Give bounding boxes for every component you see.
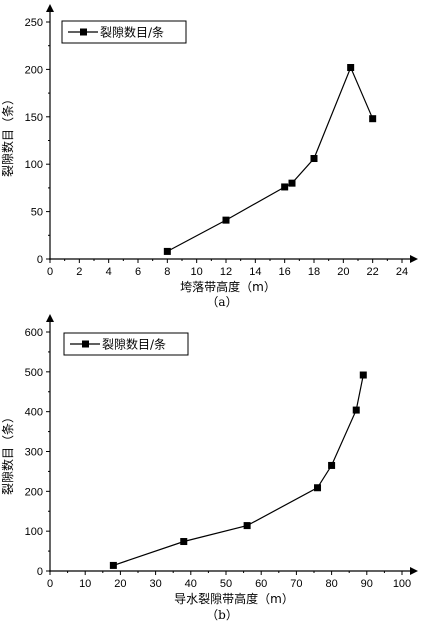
- data-point: [288, 179, 296, 187]
- x-tick-labels: 0 10 20 30 40 50 60 70 80 90 100: [47, 578, 411, 590]
- legend-box: [63, 332, 189, 356]
- x-tick-label: 100: [393, 578, 411, 590]
- x-tick-labels: 0 2 4 6 8 10 12 14 16 18 20 22 24: [47, 266, 408, 278]
- x-tick-label: 40: [185, 578, 197, 590]
- plot-area: [109, 371, 367, 569]
- x-tick-label: 20: [114, 578, 126, 590]
- series-line: [113, 374, 364, 566]
- y-tick-labels: 0 100 200 300 400 500 600: [25, 327, 43, 578]
- data-point: [359, 371, 367, 379]
- data-point: [243, 522, 251, 530]
- y-tick-label: 400: [25, 407, 43, 419]
- x-tick-label: 10: [191, 266, 203, 278]
- x-tick-label: 80: [325, 578, 337, 590]
- x-tick-label: 18: [308, 266, 320, 278]
- x-tick-label: 2: [76, 266, 82, 278]
- y-axis-label: 裂隙数目（条）: [0, 93, 15, 177]
- legend-marker: [80, 28, 87, 36]
- x-tick-label: 12: [220, 266, 232, 278]
- x-tick-label: 10: [79, 578, 91, 590]
- legend-marker: [82, 340, 89, 348]
- data-point: [347, 64, 355, 72]
- x-axis-label: 垮落带高度（m）: [180, 279, 276, 294]
- axes: [46, 314, 418, 575]
- y-tick-label: 500: [25, 367, 43, 379]
- x-tick-label: 24: [396, 266, 408, 278]
- data-point: [180, 538, 188, 546]
- x-tick-label: 22: [367, 266, 379, 278]
- y-axis-label: 裂隙数目（条）: [0, 411, 15, 495]
- x-tick-label: 30: [149, 578, 161, 590]
- y-tick-label: 50: [31, 207, 43, 219]
- y-tick-label: 0: [37, 566, 43, 578]
- plot-area: [163, 64, 377, 255]
- y-tick-label: 200: [25, 64, 43, 76]
- data-point: [163, 247, 171, 255]
- panel-caption: （b）: [206, 608, 238, 622]
- x-tick-label: 20: [337, 266, 349, 278]
- data-point: [109, 561, 117, 569]
- legend-entry: 裂隙数目/条: [100, 25, 164, 40]
- chart-panel-b: 0 100 200 300 400 500 600 0 10 20 30 40 50 60 70 80 90 1…: [0, 314, 418, 622]
- x-tick-label: 0: [47, 266, 53, 278]
- x-tick-label: 4: [106, 266, 112, 278]
- y-tick-label: 0: [37, 254, 43, 266]
- data-point: [369, 115, 377, 123]
- y-tick-labels: 0 50 100 150 200 250: [25, 17, 43, 266]
- y-tick-label: 100: [25, 526, 43, 538]
- axes: [46, 4, 418, 263]
- x-tick-label: 50: [220, 578, 232, 590]
- x-tick-label: 8: [164, 266, 170, 278]
- series-line: [167, 65, 374, 252]
- y-tick-label: 200: [25, 486, 43, 498]
- data-point: [314, 484, 322, 492]
- x-tick-label: 60: [255, 578, 267, 590]
- y-tick-label: 100: [25, 159, 43, 171]
- x-tick-label: 90: [361, 578, 373, 590]
- x-tick-label: 16: [279, 266, 291, 278]
- data-point: [310, 155, 318, 163]
- y-tick-label: 300: [25, 447, 43, 459]
- data-point: [222, 216, 230, 224]
- x-tick-label: 6: [135, 266, 141, 278]
- legend: 裂隙数目/条: [61, 20, 187, 44]
- data-point: [328, 461, 336, 469]
- legend-entry: 裂隙数目/条: [102, 337, 166, 352]
- x-tick-label: 70: [290, 578, 302, 590]
- legend-box: [61, 20, 187, 44]
- x-tick-label: 0: [47, 578, 53, 590]
- x-tick-label: 14: [249, 266, 261, 278]
- panel-caption: （a）: [206, 295, 237, 309]
- legend: 裂隙数目/条: [63, 332, 189, 356]
- y-tick-label: 250: [25, 17, 43, 29]
- y-tick-label: 600: [25, 327, 43, 339]
- x-axis-label: 导水裂隙带高度（m）: [174, 591, 294, 606]
- data-point: [352, 406, 360, 414]
- y-tick-label: 150: [25, 112, 43, 124]
- data-point: [281, 183, 289, 191]
